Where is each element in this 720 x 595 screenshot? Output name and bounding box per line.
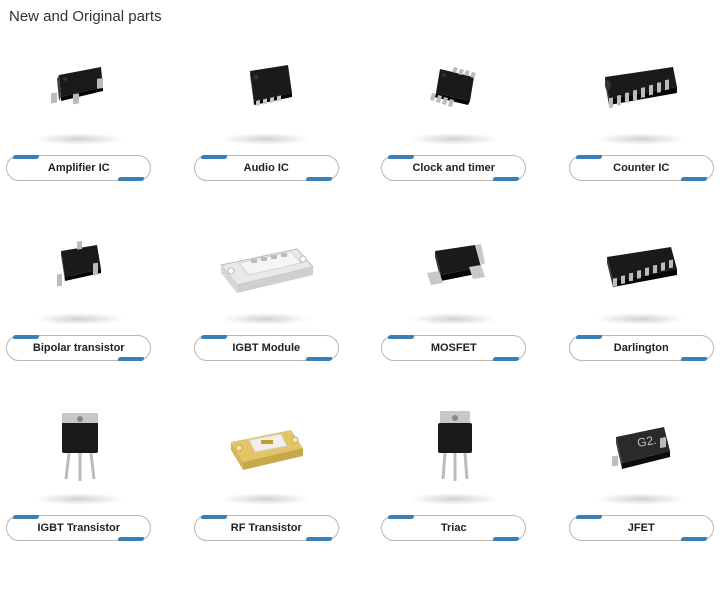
rfgold-icon [221, 412, 311, 482]
category-label: MOSFET [431, 342, 477, 354]
parts-grid: Amplifier IC Audio IC Clock and timer Co… [3, 37, 717, 541]
to247-icon [44, 407, 114, 487]
part-cell[interactable]: MOSFET [380, 217, 528, 361]
category-pill[interactable]: MOSFET [381, 335, 526, 361]
part-thumbnail [201, 397, 331, 497]
part-cell[interactable]: Amplifier IC [5, 37, 153, 181]
category-pill[interactable]: RF Transistor [194, 515, 339, 541]
drop-shadow [409, 493, 499, 505]
drop-shadow [221, 493, 311, 505]
part-thumbnail [14, 37, 144, 137]
category-label: Darlington [614, 342, 669, 354]
part-cell[interactable]: Counter IC [568, 37, 716, 181]
part-cell[interactable]: Clock and timer [380, 37, 528, 181]
category-pill[interactable]: Triac [381, 515, 526, 541]
part-cell[interactable]: Audio IC [193, 37, 341, 181]
ssop8-icon [414, 57, 494, 117]
part-cell[interactable]: Triac [380, 397, 528, 541]
category-pill[interactable]: Clock and timer [381, 155, 526, 181]
part-cell[interactable]: G2. JFET [568, 397, 716, 541]
category-label: Amplifier IC [48, 162, 110, 174]
category-label: RF Transistor [231, 522, 302, 534]
part-cell[interactable]: IGBT Module [193, 217, 341, 361]
category-label: JFET [628, 522, 655, 534]
part-cell[interactable]: RF Transistor [193, 397, 341, 541]
category-label: IGBT Transistor [37, 522, 120, 534]
drop-shadow [596, 493, 686, 505]
drop-shadow [409, 313, 499, 325]
drop-shadow [596, 133, 686, 145]
part-thumbnail [389, 37, 519, 137]
part-thumbnail [576, 37, 706, 137]
sot23-3b-icon [39, 235, 119, 299]
drop-shadow [34, 133, 124, 145]
drop-shadow [34, 493, 124, 505]
drop-shadow [221, 133, 311, 145]
drop-shadow [34, 313, 124, 325]
drop-shadow [409, 133, 499, 145]
category-pill[interactable]: Amplifier IC [6, 155, 151, 181]
category-pill[interactable]: Darlington [569, 335, 714, 361]
category-label: Triac [441, 522, 467, 534]
part-thumbnail [201, 37, 331, 137]
part-thumbnail [14, 397, 144, 497]
drop-shadow [596, 313, 686, 325]
soic16-icon [591, 239, 691, 295]
category-label: Clock and timer [412, 162, 495, 174]
sot23-mark-icon: G2. [598, 419, 684, 475]
category-pill[interactable]: Audio IC [194, 155, 339, 181]
part-thumbnail [389, 397, 519, 497]
part-cell[interactable]: Darlington [568, 217, 716, 361]
part-thumbnail [14, 217, 144, 317]
to220-icon [422, 407, 486, 487]
part-cell[interactable]: IGBT Transistor [5, 397, 153, 541]
dip16-icon [591, 57, 691, 117]
dpak-icon [409, 237, 499, 297]
category-label: IGBT Module [232, 342, 300, 354]
category-label: Audio IC [244, 162, 289, 174]
drop-shadow [221, 313, 311, 325]
part-thumbnail [389, 217, 519, 317]
part-thumbnail: G2. [576, 397, 706, 497]
sot23-3-icon [39, 57, 119, 117]
module-icon [211, 237, 321, 297]
part-thumbnail [576, 217, 706, 317]
category-pill[interactable]: JFET [569, 515, 714, 541]
category-pill[interactable]: Counter IC [569, 155, 714, 181]
category-label: Counter IC [613, 162, 669, 174]
qfn8-icon [226, 57, 306, 117]
category-pill[interactable]: IGBT Transistor [6, 515, 151, 541]
part-cell[interactable]: Bipolar transistor [5, 217, 153, 361]
category-pill[interactable]: IGBT Module [194, 335, 339, 361]
page-title: New and Original parts [9, 8, 717, 25]
part-thumbnail [201, 217, 331, 317]
category-label: Bipolar transistor [33, 342, 125, 354]
category-pill[interactable]: Bipolar transistor [6, 335, 151, 361]
